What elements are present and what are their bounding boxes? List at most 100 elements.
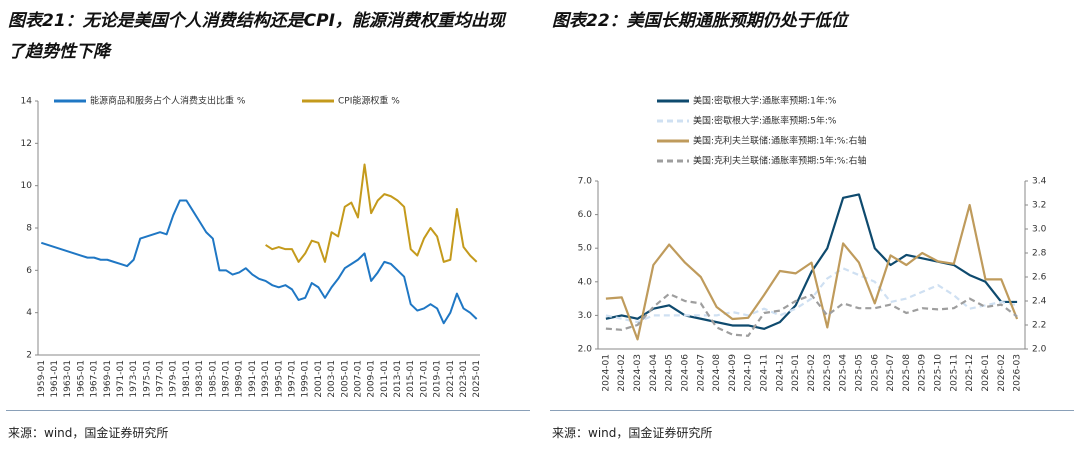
x-tick-label: 2001-01 <box>314 360 324 398</box>
y2-tick-label: 3.2 <box>1032 201 1046 211</box>
y-tick-label: 3.0 <box>578 311 593 321</box>
x-tick-label: 2024-07 <box>696 354 706 392</box>
x-tick-label: 2024-09 <box>728 354 738 392</box>
x-tick-label: 1991-01 <box>248 360 258 398</box>
x-tick-label: 2026-02 <box>997 354 1007 392</box>
y-tick-label: 2.0 <box>578 345 593 355</box>
x-tick-label: 2013-01 <box>393 360 403 398</box>
y-tick-label: 6.0 <box>578 210 593 220</box>
x-tick-label: 2005-01 <box>340 360 350 398</box>
source: 来源：wind，国金证券研究所 <box>8 426 169 440</box>
y-tick-label: 4 <box>26 308 32 318</box>
series-line <box>40 199 478 325</box>
x-tick-label: 2021-01 <box>446 360 456 398</box>
y2-tick-label: 2.8 <box>1032 249 1047 259</box>
x-tick-label: 1987-01 <box>222 360 232 398</box>
x-tick-label: 1975-01 <box>142 360 152 398</box>
x-tick-label: 2024-06 <box>680 354 690 392</box>
y-tick-label: 2 <box>26 351 32 361</box>
x-tick-label: 1995-01 <box>274 360 284 398</box>
x-tick-label: 1979-01 <box>169 360 179 398</box>
y-tick-label: 10 <box>21 181 33 191</box>
x-tick-label: 2026-03 <box>1013 354 1023 392</box>
x-tick-label: 1983-01 <box>195 360 205 398</box>
x-tick-label: 2025-03 <box>823 354 833 392</box>
source: 来源：wind，国金证券研究所 <box>552 426 713 440</box>
x-tick-label: 1973-01 <box>129 360 139 398</box>
x-tick-label: 2024-03 <box>633 354 643 392</box>
x-tick-label: 2025-11 <box>949 354 959 392</box>
x-tick-label: 2024-02 <box>617 354 627 392</box>
x-tick-label: 2025-01 <box>472 360 482 398</box>
y-tick-label: 4.0 <box>578 277 593 287</box>
x-tick-label: 2025-10 <box>934 354 944 392</box>
x-tick-label: 1963-01 <box>63 360 73 398</box>
x-tick-label: 2025-12 <box>965 354 975 392</box>
series-line <box>605 203 1019 341</box>
y2-tick-label: 3.0 <box>1032 225 1047 235</box>
x-tick-label: 2024-04 <box>649 354 659 392</box>
x-tick-label: 2024-05 <box>665 354 675 392</box>
legend-label: CPI能源权重 % <box>338 95 400 107</box>
chart-title: 图表22：美国长期通胀预期仍处于低位 <box>552 11 848 31</box>
series-line <box>265 163 478 263</box>
y2-tick-label: 2.4 <box>1032 297 1047 307</box>
y-tick-label: 12 <box>21 139 32 149</box>
x-tick-label: 2019-01 <box>433 360 443 398</box>
x-tick-label: 2025-05 <box>854 354 864 392</box>
y2-tick-label: 3.4 <box>1032 177 1047 187</box>
chart-title: 图表21：无论是美国个人消费结构还是CPI，能源消费权重均出现了趋势性下降 <box>8 11 505 62</box>
divider <box>550 410 1074 411</box>
y2-tick-label: 2.2 <box>1032 321 1046 331</box>
chart: 2 4 6 8 10 12 14 1959-01 1961-01 1963-01 1965-01 19… <box>21 95 483 398</box>
x-tick-label: 1989-01 <box>235 360 245 398</box>
x-tick-label: 1959-01 <box>37 360 47 398</box>
x-tick-label: 2011-01 <box>380 360 390 398</box>
series-line <box>605 292 1018 337</box>
x-tick-label: 2024-08 <box>712 354 722 392</box>
x-tick-label: 2023-01 <box>459 360 469 398</box>
x-tick-label: 1997-01 <box>287 360 297 398</box>
x-tick-label: 2017-01 <box>419 360 429 398</box>
x-tick-label: 2025-06 <box>870 354 880 392</box>
x-tick-label: 1999-01 <box>301 360 311 398</box>
series-line <box>605 267 1018 324</box>
x-tick-label: 2024-10 <box>744 354 754 392</box>
chart: 2.0 3.0 4.0 5.0 6.0 7.0 2.0 2.2 2.4 2.6 2.8 3.0 3.2 3… <box>578 95 1047 392</box>
divider <box>6 410 530 411</box>
x-tick-label: 1993-01 <box>261 360 271 398</box>
y2-tick-label: 2.6 <box>1032 273 1047 283</box>
y-tick-label: 7.0 <box>578 177 593 187</box>
x-tick-label: 2024-11 <box>760 354 770 392</box>
x-tick-label: 2025-01 <box>791 354 801 392</box>
legend-label: 美国:克利夫兰联储:通胀率预期:1年:%:右轴 <box>693 135 866 147</box>
x-tick-label: 1961-01 <box>50 360 60 398</box>
legend-label: 美国:密歇根大学:通胀率预期:5年:% <box>693 115 837 127</box>
x-tick-label: 2015-01 <box>406 360 416 398</box>
x-tick-label: 2025-07 <box>886 354 896 392</box>
y-tick-label: 5.0 <box>578 244 593 254</box>
legend-label: 美国:密歇根大学:通胀率预期:1年:% <box>693 95 837 107</box>
x-tick-label: 2025-09 <box>918 354 928 392</box>
y-tick-label: 8 <box>26 224 32 234</box>
x-tick-label: 1971-01 <box>116 360 126 398</box>
x-tick-label: 1965-01 <box>76 360 86 398</box>
x-tick-label: 2003-01 <box>327 360 337 398</box>
x-tick-label: 1985-01 <box>208 360 218 398</box>
x-tick-label: 1967-01 <box>90 360 100 398</box>
x-tick-label: 2026-01 <box>981 354 991 392</box>
x-tick-label: 2025-04 <box>839 354 849 392</box>
x-tick-label: 2025-08 <box>902 354 912 392</box>
legend-label: 能源商品和服务占个人消费支出比重 % <box>90 95 246 107</box>
x-tick-label: 1977-01 <box>156 360 166 398</box>
y2-tick-label: 2.0 <box>1032 345 1047 355</box>
x-tick-label: 2007-01 <box>353 360 363 398</box>
y-tick-label: 14 <box>21 97 33 107</box>
x-tick-label: 1981-01 <box>182 360 192 398</box>
x-tick-label: 2009-01 <box>367 360 377 398</box>
y-tick-label: 6 <box>26 266 32 276</box>
legend-label: 美国:克利夫兰联储:通胀率预期:5年:%:右轴 <box>693 155 866 167</box>
x-tick-label: 2025-02 <box>807 354 817 392</box>
x-tick-label: 1969-01 <box>103 360 113 398</box>
